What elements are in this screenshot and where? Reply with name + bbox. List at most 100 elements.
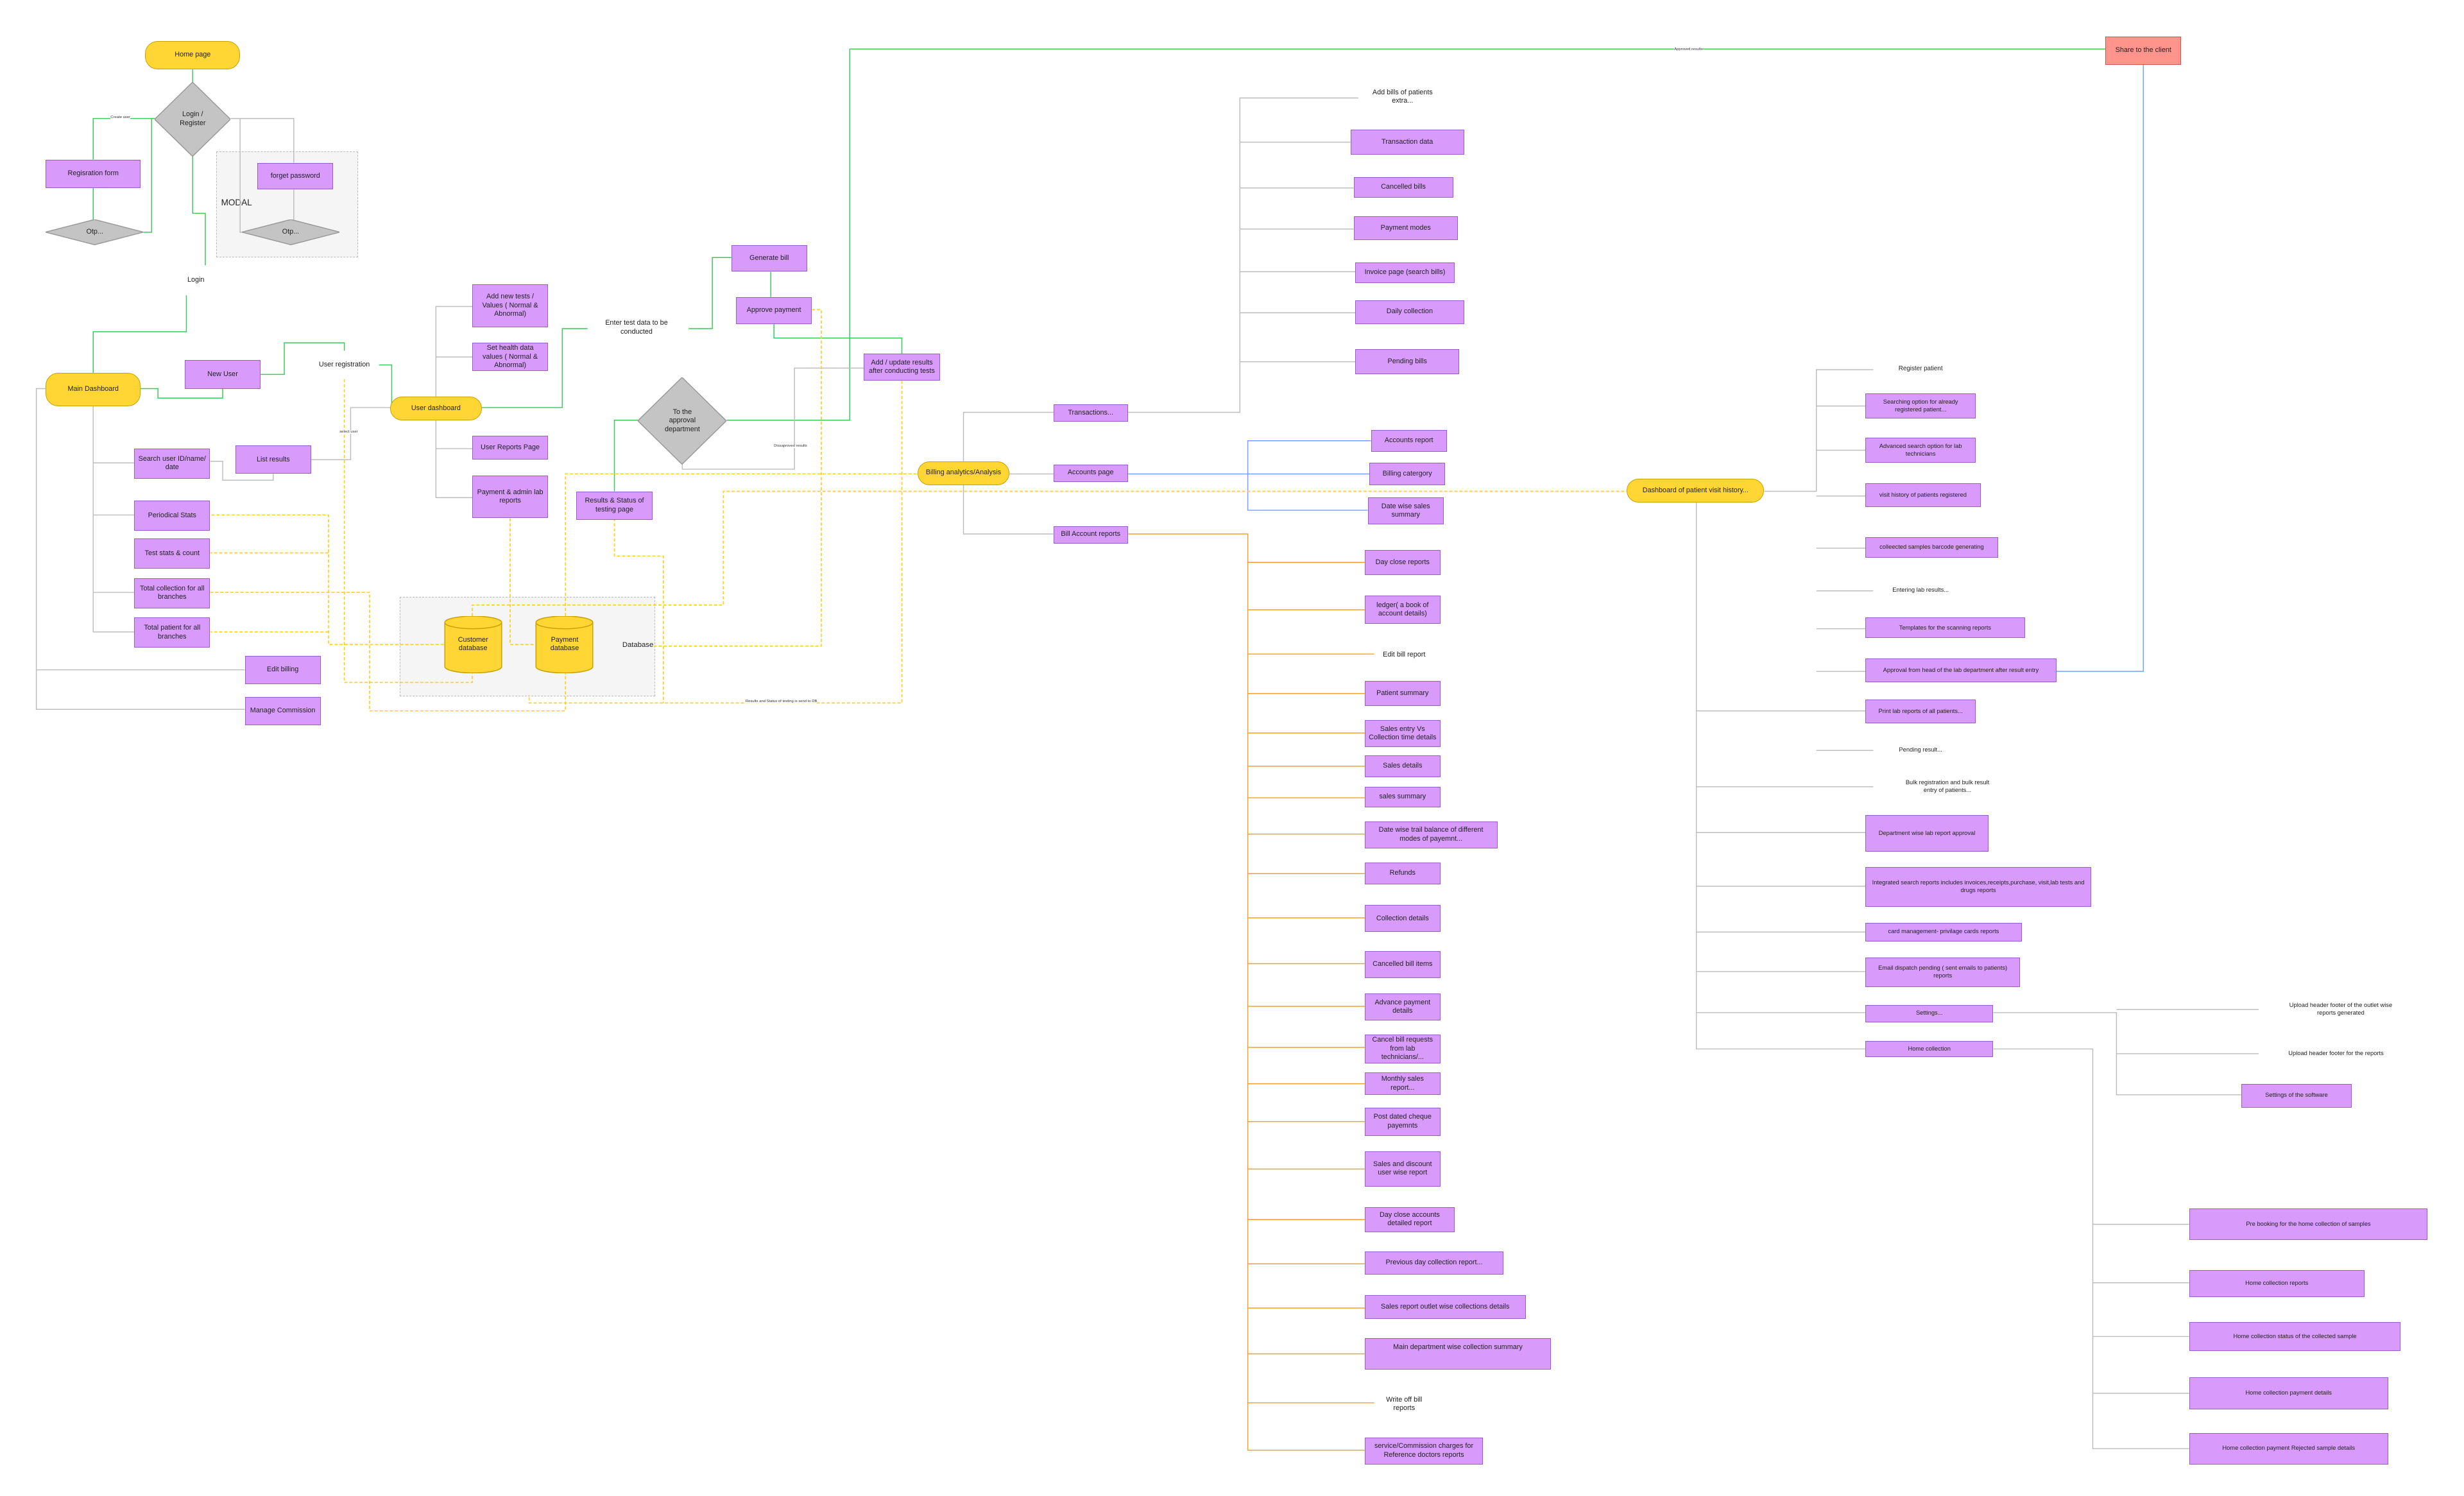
monthly-sales-node[interactable]: Monthly sales report... — [1364, 1072, 1441, 1095]
edge-patient-dashboard-lower — [1695, 502, 1874, 1050]
payment-database-cylinder[interactable]: Payment database — [535, 615, 594, 673]
add-new-tests-node[interactable]: Add new tests / Values ( Normal & Abnorm… — [472, 284, 549, 327]
bulk-registration-node[interactable]: Bulk registration and bulk result entry … — [1876, 774, 2019, 799]
edge-enter-generate — [689, 257, 732, 329]
email-dispatch-node[interactable]: Email dispatch pending ( sent emails to … — [1865, 957, 2021, 988]
print-lab-reports-node[interactable]: Print lab reports of all patients... — [1865, 700, 1976, 724]
user-registration-node[interactable]: User registration — [312, 350, 375, 379]
home-collection-reports-node[interactable]: Home collection reports — [2189, 1270, 2365, 1297]
registration-form-node[interactable]: Regisration form — [46, 159, 141, 188]
approval-head-node[interactable]: Approval from head of the lab department… — [1865, 658, 2057, 683]
day-close-reports-node[interactable]: Day close reports — [1364, 549, 1441, 575]
payment-database-label: Payment database — [550, 635, 579, 653]
pending-bills-node[interactable]: Pending bills — [1355, 348, 1460, 375]
test-stats-node[interactable]: Test stats & count — [134, 538, 210, 569]
invoice-page-node[interactable]: Invoice page (search bills) — [1355, 262, 1455, 283]
main-dept-collection-node[interactable]: Main department wise collection summary — [1364, 1337, 1552, 1370]
date-wise-sales-node[interactable]: Date wise sales summary — [1367, 497, 1444, 525]
dept-approval-node[interactable]: Department wise lab report approval — [1865, 815, 1989, 852]
home-collection-status-node[interactable]: Home collection status of the collected … — [2189, 1322, 2401, 1351]
set-health-values-node[interactable]: Set health data values ( Normal & Abnorm… — [472, 343, 549, 372]
sales-discount-node[interactable]: Sales and discount user wise report — [1364, 1151, 1441, 1187]
entering-lab-results-node[interactable]: Entering lab results... — [1875, 581, 1967, 599]
home-collection-payment-node[interactable]: Home collection payment details — [2189, 1377, 2388, 1409]
user-reports-node[interactable]: User Reports Page — [472, 436, 549, 460]
bill-account-reports-node[interactable]: Bill Account reports — [1053, 526, 1128, 544]
enter-test-data-node[interactable]: Enter test data to be conducted — [588, 314, 686, 341]
home-collection-rejected-node[interactable]: Home collection payment Rejected sample … — [2189, 1432, 2388, 1465]
billing-category-node[interactable]: Billing catergory — [1369, 463, 1446, 485]
total-collection-node[interactable]: Total collection for all branches — [134, 578, 210, 608]
searching-option-node[interactable]: Searching option for already registered … — [1865, 393, 1976, 419]
home-page-node[interactable]: Home page — [145, 40, 241, 70]
sales-details-node[interactable]: Sales details — [1364, 755, 1441, 778]
edit-bill-report-node[interactable]: Edit bill report — [1374, 641, 1435, 668]
approve-payment-node[interactable]: Approve payment — [736, 297, 812, 324]
cancelled-bills-node[interactable]: Cancelled bills — [1353, 176, 1453, 198]
sales-entry-node[interactable]: Sales entry Vs Collection time details — [1364, 720, 1441, 748]
settings-node[interactable]: Settings... — [1865, 1004, 1994, 1022]
daily-collection-node[interactable]: Daily collection — [1355, 300, 1464, 324]
advanced-search-node[interactable]: Advanced search option for lab technicia… — [1865, 437, 1976, 463]
home-collection-node[interactable]: Home collection — [1865, 1041, 1994, 1057]
date-wise-trail-node[interactable]: Date wise trail balance of different mod… — [1364, 821, 1498, 848]
new-user-node[interactable]: New User — [184, 360, 261, 389]
search-user-node[interactable]: Search user ID/name/ date — [134, 449, 210, 479]
forgot-password-node[interactable]: forget password — [257, 162, 334, 190]
previous-day-collection-node[interactable]: Previous day collection report... — [1364, 1251, 1504, 1275]
service-commission-node[interactable]: service/Commission charges for Reference… — [1364, 1437, 1484, 1465]
total-patient-node[interactable]: Total patient for all branches — [134, 617, 210, 648]
register-patient-node[interactable]: Register patient — [1875, 359, 1967, 379]
transaction-data-node[interactable]: Transaction data — [1350, 129, 1464, 155]
refunds-node[interactable]: Refunds — [1364, 862, 1441, 885]
otp-modal-decision[interactable]: Otp... — [241, 219, 340, 245]
data-flow-payment-billing — [565, 473, 918, 616]
main-dashboard-node[interactable]: Main Dashboard — [46, 372, 141, 406]
ledger-node[interactable]: ledger( a book of account details) — [1364, 595, 1441, 624]
payment-modes-node[interactable]: Payment modes — [1353, 216, 1458, 241]
accounts-report-node[interactable]: Accounts report — [1371, 429, 1447, 452]
edit-billing-node[interactable]: Edit billing — [244, 655, 321, 684]
billing-analytics-node[interactable]: Billing analytics/Analysis — [918, 461, 1009, 485]
periodical-stats-node[interactable]: Periodical Stats — [134, 501, 210, 531]
visit-history-node[interactable]: visit history of patients registered — [1865, 483, 1981, 508]
cancel-bill-requests-node[interactable]: Cancel bill requests from lab technician… — [1364, 1035, 1441, 1063]
patient-summary-node[interactable]: Patient summary — [1364, 680, 1441, 707]
upload-reports-header-node[interactable]: Upload header footer for the reports — [2254, 1041, 2418, 1066]
integrated-search-node[interactable]: Integrated search reports includes invoi… — [1865, 867, 2092, 907]
pre-booking-node[interactable]: Pre booking for the home collection of s… — [2189, 1208, 2428, 1241]
pending-result-node[interactable]: Pending result... — [1875, 739, 1967, 761]
barcode-generating-node[interactable]: colleected samples barcode generating — [1865, 537, 1998, 558]
list-results-node[interactable]: List results — [235, 445, 311, 474]
patient-visit-dashboard-node[interactable]: Dashboard of patient visit history... — [1627, 478, 1765, 503]
results-status-node[interactable]: Results & Status of testing page — [576, 491, 653, 520]
settings-software-node[interactable]: Settings of the software — [2241, 1083, 2352, 1108]
add-bills-node[interactable]: Add bills of patients extra... — [1358, 85, 1447, 109]
sales-summary-node[interactable]: sales summary — [1364, 786, 1441, 807]
post-dated-cheque-node[interactable]: Post dated cheque payemnts — [1364, 1107, 1441, 1136]
user-dashboard-node[interactable]: User dashboard — [389, 396, 482, 420]
customer-database-cylinder[interactable]: Customer database — [444, 615, 502, 673]
templates-node[interactable]: Templates for the scanning reports — [1865, 617, 2025, 639]
manage-commission-node[interactable]: Manage Commission — [244, 696, 321, 725]
accounts-page-node[interactable]: Accounts page — [1053, 464, 1128, 482]
sales-outlet-node[interactable]: Sales report outlet wise collections det… — [1364, 1295, 1526, 1320]
payment-admin-reports-node[interactable]: Payment & admin lab reports — [472, 475, 549, 519]
login-register-decision[interactable]: Login / Register — [155, 82, 231, 157]
cancelled-bill-items-node[interactable]: Cancelled bill items — [1364, 950, 1441, 978]
login-input-node[interactable]: Login — [158, 266, 234, 296]
collection-details-node[interactable]: Collection details — [1364, 905, 1441, 933]
day-close-accounts-node[interactable]: Day close accounts detailed report — [1364, 1207, 1455, 1232]
edge-approved-share — [726, 48, 2106, 421]
generate-bill-node[interactable]: Generate bill — [731, 245, 807, 272]
add-update-results-node[interactable]: Add / update results after conducting te… — [864, 354, 940, 381]
share-to-client-node[interactable]: Share to the client — [2105, 36, 2182, 65]
write-off-node[interactable]: Write off bill reports — [1374, 1390, 1435, 1418]
approval-department-decision[interactable]: To the approval department — [638, 377, 727, 465]
advance-payment-node[interactable]: Advance payment details — [1364, 993, 1441, 1021]
edge-otp-login-register — [143, 117, 155, 233]
transactions-node[interactable]: Transactions... — [1053, 404, 1128, 422]
upload-outlet-header-node[interactable]: Upload header footer of the outlet wise … — [2254, 992, 2428, 1027]
card-management-node[interactable]: card management- privilage cards reports — [1865, 922, 2022, 942]
otp-decision[interactable]: Otp... — [46, 219, 144, 245]
